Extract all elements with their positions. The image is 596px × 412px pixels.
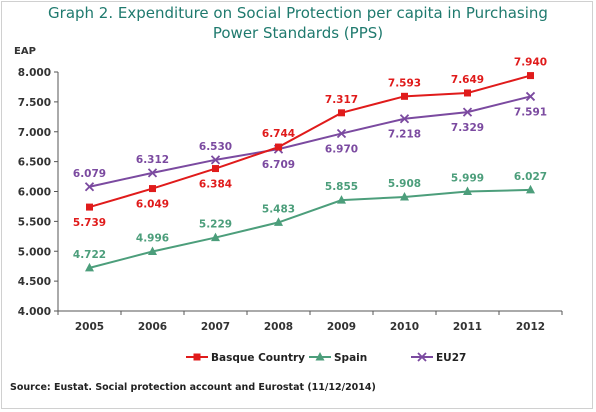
y-tick-label: 6.000 [18,187,51,199]
data-label-spain: 4.996 [136,232,169,244]
data-point-basque-country [212,165,219,173]
data-point-basque-country [401,92,408,100]
data-point-spain [463,186,472,196]
data-point-eu27 [399,114,410,124]
data-label-spain: 5.999 [451,173,484,185]
chart-legend: Basque Country Spain EU27 [186,352,466,364]
data-label-eu27: 7.591 [514,106,547,118]
data-labels-layer: 5.739 6.049 6.384 6.744 7.317 7.593 7.649 7.940… [73,57,547,261]
y-axis-label: EAP [14,46,36,57]
legend-marker-spain [315,352,325,361]
y-tick-label: 4.500 [18,276,51,288]
data-label-eu27: 6.079 [73,168,106,180]
data-label-eu27: 6.709 [262,159,295,171]
chart-title-line-2: Power Standards (PPS) [212,24,384,42]
data-label-eu27: 7.218 [388,129,421,141]
x-tick-label: 2008 [264,321,293,333]
data-label-basque-country: 7.940 [514,57,547,69]
data-label-basque-country: 7.317 [325,94,358,106]
data-label-basque-country: 6.744 [262,128,295,140]
x-tick-label: 2005 [75,321,104,333]
y-tick-label: 5.000 [18,246,51,258]
legend-label-basque-country: Basque Country [211,352,305,364]
y-tick-label: 7.000 [18,127,51,139]
y-tick-label: 6.500 [18,157,51,169]
data-label-spain: 5.908 [388,178,421,190]
data-label-basque-country: 6.384 [199,179,232,191]
data-label-basque-country: 7.593 [388,77,421,89]
series-line-basque-country [89,74,531,209]
data-point-eu27 [336,128,347,139]
legend-label-spain: Spain [334,352,367,364]
data-label-spain: 5.229 [199,219,232,231]
x-tick-label: 2010 [390,321,419,333]
legend-label-eu27: EU27 [436,352,466,364]
x-tick-label: 2011 [453,321,482,333]
data-point-eu27 [525,91,536,102]
data-label-basque-country: 6.049 [136,199,169,211]
data-label-spain: 6.027 [514,171,547,183]
y-tick-label: 8.000 [18,67,51,79]
data-point-eu27 [147,168,158,178]
chart-title: Graph 2. Expenditure on Social Protectio… [0,3,596,43]
data-point-basque-country [86,203,93,211]
data-point-basque-country [527,72,534,80]
data-point-eu27 [462,107,473,117]
data-label-eu27: 6.530 [199,141,232,153]
series-line-eu27 [89,95,531,188]
data-point-basque-country [464,89,471,97]
x-tick-label: 2006 [138,321,167,333]
data-point-basque-country [149,185,156,193]
legend-marker-basque-country [193,353,201,361]
data-point-spain [211,232,220,242]
data-label-eu27: 6.312 [136,154,169,166]
data-label-eu27: 7.329 [451,122,484,134]
data-label-spain: 5.483 [262,203,295,215]
source-note: Source: Eustat. Social protection accoun… [10,382,376,393]
y-tick-label: 5.500 [18,216,51,228]
data-label-eu27: 6.970 [325,144,358,156]
data-point-spain [85,262,94,272]
data-label-basque-country: 7.649 [451,74,484,86]
data-point-spain [526,184,535,194]
data-label-spain: 5.855 [325,181,358,193]
x-tick-label: 2007 [201,321,230,333]
data-point-spain [337,195,346,204]
data-point-eu27 [210,155,221,165]
y-tick-label: 7.500 [18,97,51,109]
x-tick-label: 2009 [327,321,356,333]
legend-marker-eu27 [417,352,427,362]
data-point-spain [274,217,283,226]
data-label-spain: 4.722 [73,249,106,261]
data-point-spain [148,246,157,255]
data-point-basque-country [275,143,282,151]
chart-axes: 4.000 4.500 5.000 5.500 6.000 6.500 7.000 7.500… [18,67,563,333]
chart-title-line-1: Graph 2. Expenditure on Social Protectio… [48,4,548,22]
series-line-spain [89,188,531,269]
series-layer [84,72,536,272]
data-label-basque-country: 5.739 [73,217,106,229]
data-point-basque-country [338,109,345,117]
data-point-spain [400,191,409,201]
y-tick-label: 4.000 [18,306,51,318]
x-tick-label: 2012 [516,321,545,333]
data-point-eu27 [84,182,95,192]
